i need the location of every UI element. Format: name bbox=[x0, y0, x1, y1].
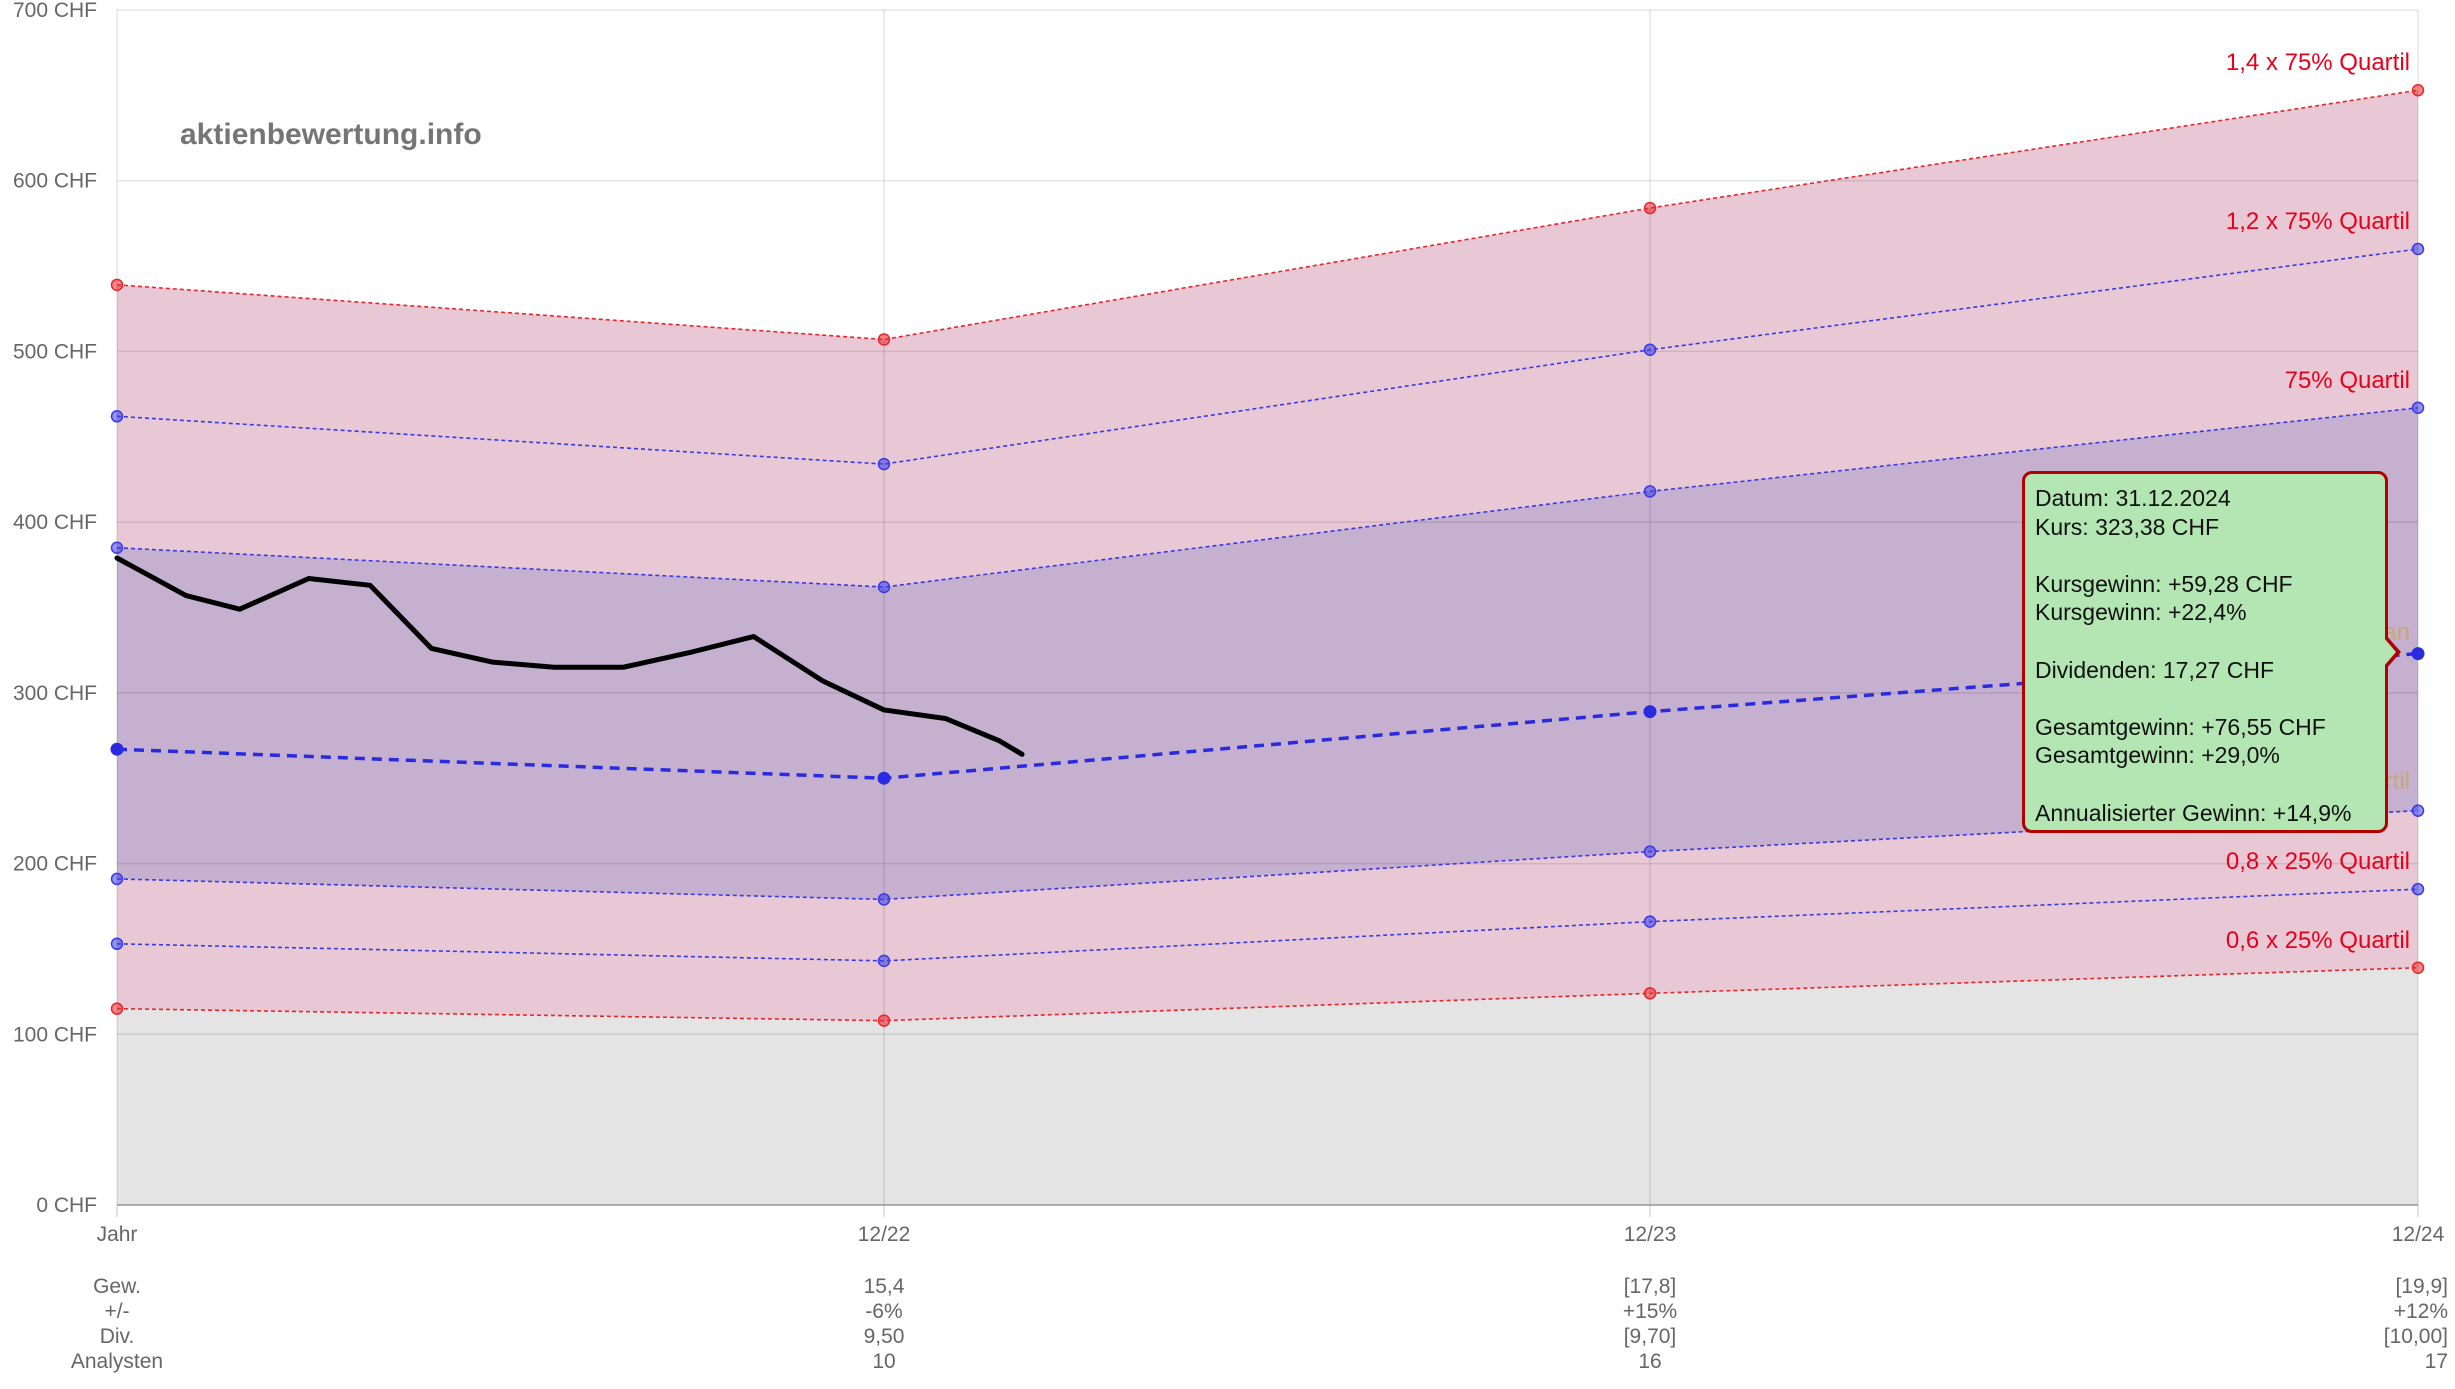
tooltip-line: Gesamtgewinn: +29,0% bbox=[2035, 742, 2280, 769]
tooltip-line: Gesamtgewinn: +76,55 CHF bbox=[2035, 713, 2326, 740]
y-tick-label: 200 CHF bbox=[13, 853, 97, 876]
footer-cell: 9,50 bbox=[864, 1325, 905, 1348]
band-point bbox=[1643, 201, 1657, 215]
footer-cell: [9,70] bbox=[1624, 1325, 1677, 1348]
tooltip-spacer bbox=[2035, 770, 2375, 799]
footer-cell: +15% bbox=[1623, 1300, 1677, 1323]
band-point bbox=[2411, 804, 2425, 817]
band-label: 75% Quartil bbox=[2285, 367, 2410, 394]
median-point bbox=[877, 771, 891, 785]
footer-row-label: +/- bbox=[104, 1300, 129, 1323]
tooltip-line: Dividenden: 17,27 CHF bbox=[2035, 656, 2275, 683]
y-tick-label: 100 CHF bbox=[13, 1023, 97, 1046]
x-tick-label: 12/22 bbox=[858, 1223, 911, 1246]
footer-cell: 17 bbox=[2425, 1350, 2448, 1373]
median-point bbox=[110, 742, 124, 756]
band-point bbox=[1643, 485, 1657, 498]
y-tick-label: 300 CHF bbox=[13, 682, 97, 705]
band-point bbox=[877, 333, 891, 346]
band-point bbox=[877, 580, 891, 594]
band-line bbox=[116, 89, 2419, 341]
band-point bbox=[1643, 987, 1657, 1000]
band-point bbox=[1643, 845, 1657, 858]
x-tick-label: 12/23 bbox=[1624, 1223, 1677, 1246]
band-point bbox=[877, 457, 891, 471]
band-point bbox=[877, 893, 891, 906]
footer-cell: 15,4 bbox=[864, 1275, 905, 1298]
tooltip-spacer bbox=[2035, 541, 2375, 570]
x-tick-label: Jahr bbox=[97, 1223, 138, 1246]
footer-cell: +12% bbox=[2394, 1300, 2448, 1323]
footer-row-label: Analysten bbox=[71, 1350, 163, 1373]
x-tick-label: 12/24 bbox=[2392, 1223, 2445, 1246]
footer-cell: [19,9] bbox=[2395, 1275, 2448, 1298]
price-line bbox=[114, 555, 1025, 757]
tooltip-line: Kursgewinn: +22,4% bbox=[2035, 599, 2247, 626]
band-label: 1,2 x 75% Quartil bbox=[2226, 208, 2410, 235]
band-point bbox=[2411, 242, 2425, 256]
band-point bbox=[2411, 961, 2425, 974]
y-tick-label: 0 CHF bbox=[36, 1194, 97, 1217]
y-tick-label: 700 CHF bbox=[13, 0, 97, 22]
y-axis-ticks: 0 CHF 100 CHF 200 CHF 300 CHF 400 CHF 500 CHF… bbox=[13, 0, 97, 1217]
tooltip-spacer bbox=[2035, 627, 2375, 656]
tooltip-line: Kursgewinn: +59,28 CHF bbox=[2035, 570, 2293, 597]
band-label: 0,6 x 25% Quartil bbox=[2226, 927, 2410, 954]
footer-cell: -6% bbox=[865, 1300, 902, 1323]
band-fills bbox=[117, 90, 2418, 1205]
band-point bbox=[110, 410, 124, 423]
y-tick-label: 400 CHF bbox=[13, 511, 97, 534]
band-point bbox=[110, 278, 124, 292]
median-point bbox=[2411, 647, 2425, 661]
median-point bbox=[1643, 705, 1657, 719]
band-label: 0,8 x 25% Quartil bbox=[2226, 848, 2410, 875]
x-axis-ticks: Jahr 12/22 12/23 12/24 bbox=[97, 1223, 2445, 1246]
band-line bbox=[116, 888, 2419, 962]
tooltip-pointer-inner bbox=[2384, 638, 2396, 666]
band-point bbox=[110, 937, 124, 951]
band-point bbox=[1643, 343, 1657, 356]
band-point bbox=[2411, 83, 2425, 97]
band-line bbox=[116, 966, 2419, 1022]
y-tick-label: 600 CHF bbox=[13, 170, 97, 193]
tooltip-line: Annualisierter Gewinn: +14,9% bbox=[2035, 799, 2352, 826]
tooltip-line: Kurs: 323,38 CHF bbox=[2035, 513, 2220, 540]
analyst-table: Gew.+/-Div.Analysten15,4-6%9,5010[17,8]+… bbox=[71, 1275, 2448, 1373]
quartile-band-area bbox=[117, 407, 2418, 900]
band-label: 1,4 x 75% Quartil bbox=[2226, 49, 2410, 76]
y-tick-label: 500 CHF bbox=[13, 340, 97, 363]
tooltip-spacer bbox=[2035, 684, 2375, 713]
watermark: aktienbewertung.info bbox=[180, 118, 482, 151]
band-points bbox=[110, 83, 2425, 1027]
footer-cell: [10,00] bbox=[2384, 1325, 2448, 1348]
footer-cell: 16 bbox=[1638, 1350, 1661, 1373]
band-point bbox=[877, 954, 891, 968]
tooltip: Datum: 31.12.2024 Kurs: 323,38 CHF Kursgew… bbox=[2022, 471, 2388, 833]
band-point bbox=[877, 1014, 891, 1027]
band-point bbox=[110, 872, 124, 886]
footer-row-label: Div. bbox=[100, 1325, 135, 1348]
tooltip-line: Datum: 31.12.2024 bbox=[2035, 485, 2231, 511]
base-area bbox=[117, 967, 2418, 1205]
band-point bbox=[1643, 915, 1657, 928]
band-point bbox=[2411, 401, 2425, 415]
footer-cell: 10 bbox=[872, 1350, 895, 1373]
band-line bbox=[116, 248, 2419, 465]
band-point bbox=[2411, 882, 2425, 896]
band-point bbox=[110, 541, 124, 554]
band-point bbox=[110, 1002, 124, 1015]
footer-row-label: Gew. bbox=[93, 1275, 141, 1298]
band-line bbox=[116, 406, 2419, 588]
footer-cell: [17,8] bbox=[1624, 1275, 1677, 1298]
